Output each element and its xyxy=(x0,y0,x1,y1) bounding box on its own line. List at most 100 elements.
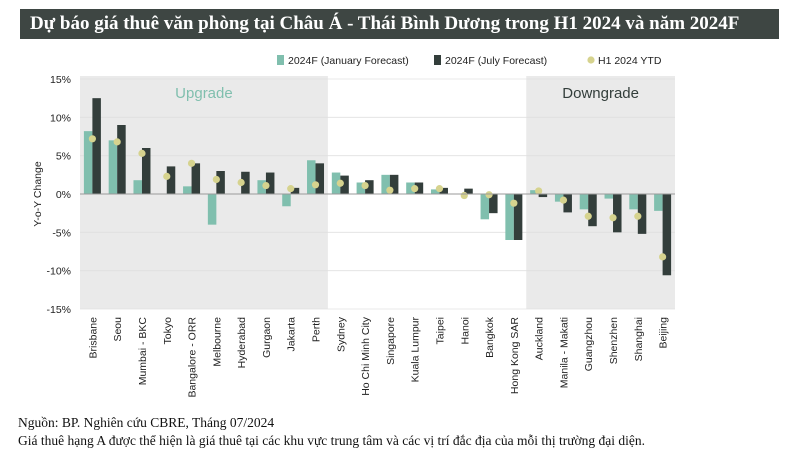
gridlines xyxy=(80,78,675,310)
ytd-point xyxy=(163,172,171,180)
ytd-point xyxy=(212,175,220,184)
region-label-downgrade: Downgrade xyxy=(562,85,639,102)
caption-note: Giá thuê hạng A được thể hiện là giá thu… xyxy=(18,433,646,448)
y-tick-label: 0% xyxy=(56,189,71,201)
legend: 2024F (January Forecast) 2024F (July Fore… xyxy=(277,55,662,67)
bar-july xyxy=(141,148,151,194)
bar-january xyxy=(554,194,564,202)
ytd-point xyxy=(386,186,394,194)
ytd-point xyxy=(485,191,493,199)
x-tick-label: Tokyo xyxy=(162,317,174,345)
ytd-point xyxy=(659,253,667,261)
x-tick-label: Shanghai xyxy=(633,317,645,361)
y-tick-label: -10% xyxy=(46,266,71,278)
bar-january xyxy=(331,172,341,194)
bar-july xyxy=(92,98,101,194)
bar-july xyxy=(637,194,647,234)
ytd-point xyxy=(336,179,344,187)
bar-july xyxy=(315,163,325,194)
ytd-point xyxy=(138,149,146,157)
x-tick-label: Guangzhou xyxy=(583,317,595,371)
bar-january xyxy=(604,194,614,199)
bar-july xyxy=(191,163,201,194)
y-tick-label: 5% xyxy=(56,151,71,163)
y-tick-label: 10% xyxy=(50,112,71,124)
y-tick-label: 15% xyxy=(50,74,71,86)
bar-january xyxy=(629,194,638,210)
y-tick-label: -15% xyxy=(46,304,71,316)
ytd-point xyxy=(113,138,121,146)
chart-title: Dự báo giá thuê văn phòng tại Châu Á - T… xyxy=(20,9,779,39)
ytd-point xyxy=(287,185,295,193)
bar-july xyxy=(290,187,300,194)
x-tick-label: Manila - Makati xyxy=(558,317,570,388)
legend-label: 2024F (July Forecast) xyxy=(445,55,547,67)
bar-july xyxy=(563,194,572,213)
bar-july xyxy=(662,194,672,276)
bar-july xyxy=(464,188,473,194)
bar-january xyxy=(183,186,192,194)
x-tick-label: Ho Chi Minh City xyxy=(360,316,372,396)
bar-january xyxy=(108,140,118,194)
ytd-point xyxy=(411,185,419,193)
bar-july xyxy=(216,171,225,194)
bar-january xyxy=(356,182,366,194)
x-tick-label: Beijing xyxy=(658,317,670,349)
legend-swatch xyxy=(277,55,284,65)
x-tick-label: Seou xyxy=(112,317,124,342)
rent-forecast-chart: Upgrade Downgrade 15% 10% 5% 0% -5% -10% -15% Br… xyxy=(32,55,675,398)
x-tick-label: Shenzhen xyxy=(608,317,620,364)
legend-label: H1 2024 YTD xyxy=(598,55,662,67)
bar-july xyxy=(265,172,275,194)
region-shading xyxy=(80,76,675,309)
region-label-upgrade: Upgrade xyxy=(175,85,233,102)
bar-july xyxy=(538,194,548,198)
x-tick-label: Perth xyxy=(311,317,323,342)
bar-july xyxy=(166,166,176,194)
x-tick-label: Mumbai - BKC xyxy=(137,317,149,386)
bar-january xyxy=(207,194,217,225)
bar-january xyxy=(654,194,663,211)
ytd-point xyxy=(510,199,518,207)
bar-july xyxy=(389,174,399,194)
x-tick-label: Jakarta xyxy=(286,317,298,352)
ytd-point xyxy=(460,191,468,200)
bar-january xyxy=(505,194,514,240)
ytd-point xyxy=(559,196,568,204)
legend-label: 2024F (January Forecast) xyxy=(288,55,409,67)
region-labels: Upgrade Downgrade xyxy=(175,85,639,102)
ytd-point xyxy=(262,181,270,190)
x-tick-label: Sydney xyxy=(335,316,347,352)
x-tick-label: Brisbane xyxy=(87,317,99,359)
bar-january xyxy=(530,190,539,194)
ytd-point xyxy=(584,212,592,220)
ytd-point xyxy=(535,187,543,195)
bar-january xyxy=(257,180,266,194)
ytd-point xyxy=(311,181,320,189)
bar-july xyxy=(117,125,126,194)
bar-july xyxy=(241,171,250,194)
bar-july xyxy=(489,194,498,214)
ytd-point xyxy=(187,159,196,167)
ytd-point xyxy=(237,178,245,187)
source-note: Nguồn: BP. Nghiên cứu CBRE, Tháng 07/202… xyxy=(18,415,275,430)
bar-july xyxy=(588,194,597,227)
x-tick-label: Hanoi xyxy=(459,317,471,344)
bar-july xyxy=(414,182,424,194)
bar-january xyxy=(282,194,291,207)
ytd-point xyxy=(634,212,642,220)
x-tick-label: Singapore xyxy=(385,317,397,365)
ytd-point xyxy=(609,214,617,222)
x-tick-label: Taipei xyxy=(434,317,446,344)
x-tick-label: Gurgaon xyxy=(261,317,273,358)
region-shade-downgrade xyxy=(526,76,675,309)
bar-january xyxy=(579,194,589,210)
bar-july xyxy=(513,194,523,240)
bar-january xyxy=(480,194,490,220)
x-tick-label: Auckland xyxy=(534,317,546,360)
bar-january xyxy=(406,182,415,194)
bars xyxy=(83,98,672,276)
x-tick-label: Hong Kong SAR xyxy=(509,317,521,394)
y-axis-label: Y-o-Y Change xyxy=(32,161,44,227)
bar-january xyxy=(307,160,316,194)
